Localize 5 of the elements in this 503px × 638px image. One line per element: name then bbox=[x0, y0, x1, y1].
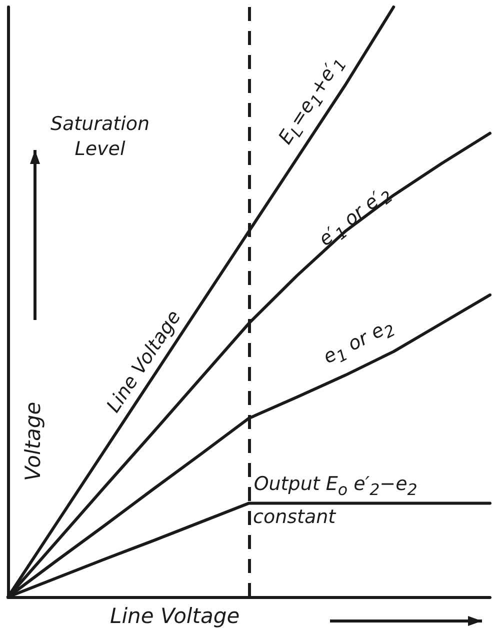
x-axis-title: Line Voltage bbox=[110, 604, 240, 628]
y-axis-title: Voltage bbox=[21, 402, 45, 481]
annotation: Saturation Level bbox=[49, 112, 151, 162]
annotation: constant bbox=[253, 506, 336, 528]
series-label: Output E$_{o}$ e′$_{2}$−e$_{2}$ bbox=[254, 473, 418, 499]
